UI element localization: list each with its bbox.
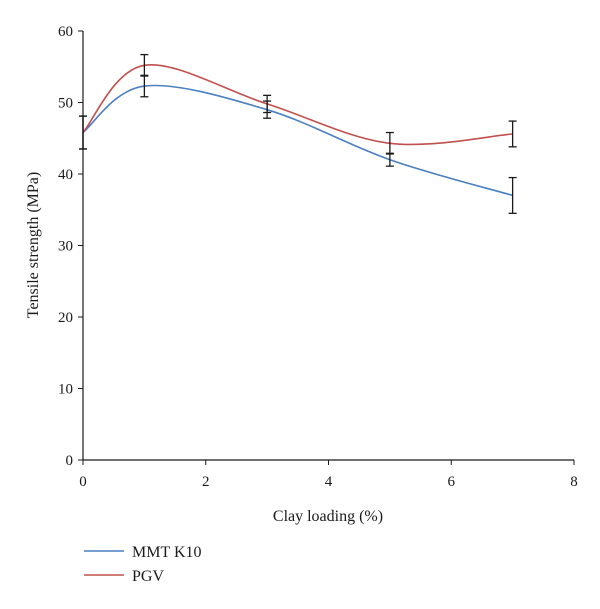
legend-label-pgv: PGV: [132, 568, 164, 585]
axes: [82, 31, 574, 461]
error-bar-pgv: [263, 94, 272, 114]
series-lines: [82, 64, 513, 197]
y-tick-label: 30: [58, 239, 73, 255]
ticks: 0 10 20 30 40 50 60 0 2 4 6 8: [58, 24, 578, 490]
x-tick-label: 4: [325, 474, 333, 490]
x-tick-label: 8: [570, 474, 578, 490]
error-bar-mmt-k10: [385, 152, 394, 167]
error-bars: [79, 53, 517, 214]
y-tick-label: 60: [58, 24, 73, 40]
series-line-pgv: [82, 64, 513, 146]
error-bar-pgv: [508, 120, 517, 148]
x-tick-label: 2: [202, 474, 210, 490]
error-bar-pgv: [79, 115, 87, 150]
y-tick-label: 40: [58, 167, 73, 183]
x-tick-label: 0: [79, 474, 87, 490]
legend-label-mmt-k10: MMT K10: [132, 544, 202, 561]
y-tick-label: 10: [58, 382, 73, 398]
x-axis-title: Clay loading (%): [273, 508, 383, 525]
error-bar-mmt-k10: [508, 176, 517, 214]
error-bar-pgv: [385, 131, 394, 155]
x-tick-label: 6: [448, 474, 456, 490]
y-tick-label: 20: [58, 310, 73, 326]
y-axis-title: Tensile strength (MPa): [25, 172, 42, 318]
error-bar-pgv: [140, 53, 149, 77]
series-line-mmt-k10: [82, 84, 513, 197]
y-tick-label: 50: [58, 96, 73, 112]
y-tick-label: 0: [66, 453, 74, 469]
legend: MMT K10 PGV: [84, 544, 202, 585]
